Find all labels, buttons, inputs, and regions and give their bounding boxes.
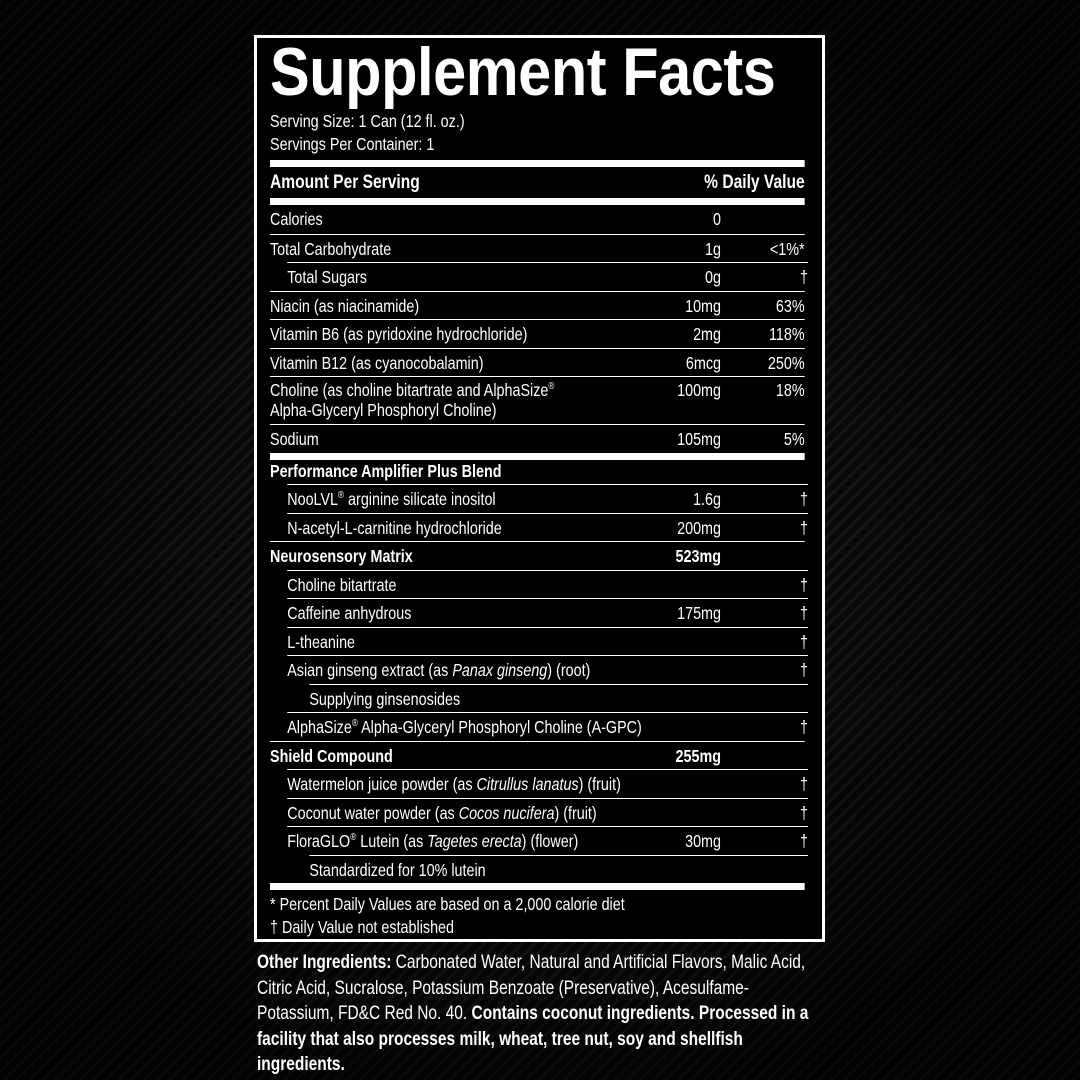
panel-title: Supplement Facts	[270, 34, 776, 110]
nutrient-amount: 200mg	[677, 517, 721, 538]
nutrient-name: Asian ginseng extract (as Panax ginseng)…	[287, 660, 591, 680]
nutrient-row: Vitamin B6 (as pyridoxine hydrochloride)…	[270, 319, 805, 348]
nutrient-amount: 6mcg	[685, 352, 721, 373]
nutrient-daily-value: 250%	[767, 352, 805, 373]
nutrient-row: Caffeine anhydrous 175mg †	[287, 598, 808, 627]
nutrient-amount: 2mg	[693, 324, 721, 344]
nutrient-daily-value: †	[799, 603, 808, 623]
nutrient-daily-value: †	[799, 489, 808, 509]
nutrient-name: Coconut water powder (as Cocos nucifera)…	[287, 802, 597, 823]
other-ingredients-text: Carbonated Water, Natural and Artificial…	[257, 951, 806, 1024]
nutrient-daily-value: 63%	[775, 295, 805, 316]
nutrient-amount: 100mg	[677, 380, 721, 400]
nutrient-name: Shield Compound	[270, 745, 393, 766]
nutrient-name: L-theanine	[287, 631, 356, 652]
nutrient-name: Total Sugars	[287, 267, 367, 287]
nutrient-daily-value: †	[799, 631, 808, 652]
servings-per-container: Servings Per Container: 1	[270, 134, 435, 154]
nutrient-daily-value: †	[799, 574, 808, 595]
nutrient-amount: 1.6g	[693, 489, 721, 509]
nutrient-row: Total Sugars 0g †	[287, 262, 808, 291]
nutrient-row: Asian ginseng extract (as Panax ginseng)…	[287, 655, 808, 684]
nutrient-name: Caffeine anhydrous	[287, 603, 412, 623]
nutrient-name: Sodium	[270, 429, 319, 449]
nutrient-name: Standardized for 10% lutein	[309, 859, 486, 880]
daily-value-header: % Daily Value	[704, 172, 805, 193]
supplement-facts-panel	[254, 35, 825, 942]
nutrient-daily-value: †	[799, 774, 808, 794]
nutrient-daily-value: †	[799, 517, 808, 538]
serving-size: Serving Size: 1 Can (12 fl. oz.)	[270, 111, 465, 131]
nutrient-row: Niacin (as niacinamide) 10mg 63%	[270, 290, 805, 320]
nutrient-row: N-acetyl-L-carnitine hydrochloride 200mg †	[287, 512, 808, 542]
table-header: Amount Per Serving % Daily Value	[270, 167, 805, 198]
facts-table: Amount Per Serving % Daily Value Calorie…	[270, 160, 808, 890]
footnote: * Percent Daily Values are based on a 2,…	[270, 894, 625, 914]
nutrient-rows: Calories 0 Total Carbohydrate 1g <1%* Total S…	[270, 205, 808, 884]
nutrient-row: Neurosensory Matrix 523mg	[270, 541, 805, 570]
divider-bar	[270, 198, 805, 205]
nutrient-row: L-theanine †	[287, 626, 808, 656]
nutrient-row: Sodium 105mg 5%	[270, 424, 805, 453]
amount-per-serving-header: Amount Per Serving	[270, 172, 420, 193]
nutrient-name: Watermelon juice powder (as Citrullus la…	[287, 774, 621, 794]
nutrient-amount: 255mg	[675, 745, 721, 766]
nutrient-amount: 105mg	[677, 429, 721, 449]
nutrient-amount: 30mg	[685, 831, 721, 851]
other-ingredients-label: Other Ingredients:	[257, 951, 392, 973]
nutrient-daily-value: †	[799, 660, 808, 680]
nutrient-row: AlphaSize® Alpha-Glyceryl Phosphoryl Cho…	[287, 712, 808, 741]
nutrient-daily-value: †	[799, 717, 808, 737]
nutrient-name: Choline (as choline bitartrate and Alpha…	[270, 380, 555, 420]
nutrient-amount: 523mg	[675, 546, 721, 566]
nutrient-daily-value: 5%	[783, 429, 805, 449]
nutrient-amount: 10mg	[685, 295, 721, 316]
nutrient-name: Choline bitartrate	[287, 574, 397, 595]
nutrient-row: Watermelon juice powder (as Citrullus la…	[287, 769, 808, 798]
nutrient-amount: 0g	[705, 267, 721, 287]
nutrient-name: AlphaSize® Alpha-Glyceryl Phosphoryl Cho…	[287, 717, 642, 737]
footnotes: * Percent Daily Values are based on a 2,…	[270, 893, 805, 939]
nutrient-name: Vitamin B6 (as pyridoxine hydrochloride)	[270, 324, 528, 344]
footnote: † Daily Value not established	[270, 917, 455, 937]
nutrient-row: Vitamin B12 (as cyanocobalamin) 6mcg 250%	[270, 347, 805, 377]
nutrient-amount: 1g	[705, 238, 721, 259]
nutrient-row: Choline bitartrate †	[287, 569, 808, 599]
nutrient-name: NooLVL® arginine silicate inositol	[287, 489, 496, 509]
divider-bar	[270, 160, 805, 167]
nutrient-row: NooLVL® arginine silicate inositol 1.6g †	[287, 484, 808, 513]
nutrient-name: Performance Amplifier Plus Blend	[270, 460, 502, 481]
nutrient-row: Calories 0	[270, 205, 805, 234]
other-ingredients: Other Ingredients: Carbonated Water, Nat…	[257, 950, 814, 1078]
nutrient-row: Performance Amplifier Plus Blend	[270, 460, 805, 485]
serving-info: Serving Size: 1 Can (12 fl. oz.) Serving…	[270, 110, 805, 156]
nutrient-name: Total Carbohydrate	[270, 238, 392, 259]
nutrient-name: Neurosensory Matrix	[270, 546, 413, 566]
nutrient-name: Vitamin B12 (as cyanocobalamin)	[270, 352, 484, 373]
nutrient-row: Standardized for 10% lutein	[309, 854, 808, 884]
nutrient-daily-value: <1%*	[769, 238, 805, 259]
nutrient-amount: 175mg	[677, 603, 721, 623]
divider-bar	[270, 452, 805, 460]
nutrient-name: Supplying ginsenosides	[309, 688, 461, 709]
nutrient-name: Niacin (as niacinamide)	[270, 295, 420, 316]
nutrient-daily-value: 18%	[775, 380, 805, 400]
nutrient-row: Supplying ginsenosides	[309, 683, 808, 713]
nutrient-row: Coconut water powder (as Cocos nucifera)…	[287, 797, 808, 827]
divider-bar	[270, 883, 805, 890]
nutrient-daily-value: †	[799, 802, 808, 823]
nutrient-name: FloraGLO® Lutein (as Tagetes erecta) (fl…	[287, 831, 579, 851]
nutrient-name: N-acetyl-L-carnitine hydrochloride	[287, 517, 502, 538]
nutrient-row: Choline (as choline bitartrate and Alpha…	[270, 376, 805, 424]
nutrient-name: Calories	[270, 209, 323, 229]
nutrient-row: FloraGLO® Lutein (as Tagetes erecta) (fl…	[287, 826, 808, 855]
nutrient-row: Total Carbohydrate 1g <1%*	[270, 233, 805, 263]
nutrient-daily-value: †	[799, 267, 808, 287]
nutrient-amount: 0	[713, 209, 721, 229]
allergen-warning: Contains coconut ingredients. Processed …	[257, 1002, 809, 1075]
nutrient-daily-value: 118%	[768, 324, 805, 344]
nutrient-row: Shield Compound 255mg	[270, 740, 805, 770]
nutrient-daily-value: †	[799, 831, 808, 851]
